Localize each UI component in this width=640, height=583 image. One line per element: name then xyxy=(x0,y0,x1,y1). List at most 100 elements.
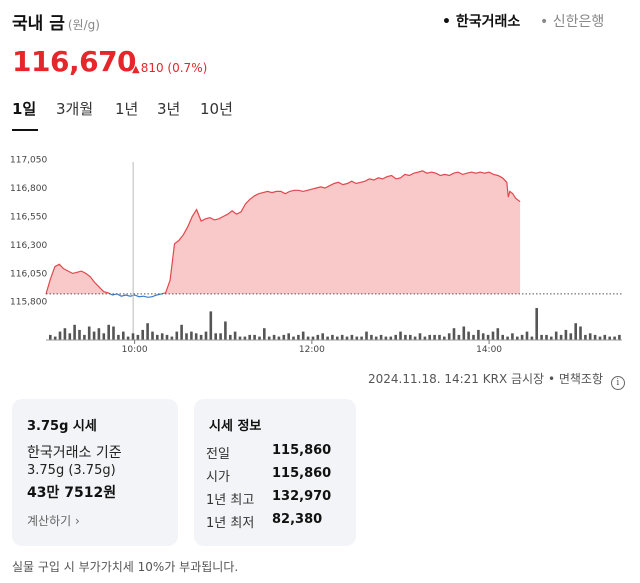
volume-bar xyxy=(554,331,558,340)
volume-bar xyxy=(306,336,310,340)
volume-bar xyxy=(141,329,144,340)
volume-bar xyxy=(340,334,344,340)
card-title: 3.75g 시세 xyxy=(27,419,97,434)
info-icon[interactable]: i xyxy=(610,376,625,390)
volume-bar xyxy=(423,336,427,340)
weight-price: 43만 7512원 xyxy=(27,485,117,501)
volume-bar xyxy=(467,331,470,340)
y-tick-label: 117,050 xyxy=(10,155,47,165)
volume-bar xyxy=(156,334,159,340)
volume-bar xyxy=(550,336,553,340)
volume-bar xyxy=(579,326,582,340)
volume-bar xyxy=(374,336,378,340)
volume-bar xyxy=(545,334,548,340)
volume-bar xyxy=(516,336,519,340)
volume-bar xyxy=(219,333,222,340)
volume-bar xyxy=(472,334,475,340)
volume-bar xyxy=(258,336,261,340)
volume-bar xyxy=(525,331,529,340)
price-info-card: 시세 정보 전일 115,860 시가 115,860 1년 최고 132,97… xyxy=(194,399,356,546)
info-value: 82,380 xyxy=(272,512,323,527)
page-title: 국내 금 (원/g) xyxy=(12,9,100,34)
y-tick-label: 116,050 xyxy=(10,269,47,279)
volume-bar xyxy=(433,334,436,340)
price-unit: (원/g) xyxy=(67,18,100,32)
volume-bar xyxy=(438,334,441,340)
source-tab-krx[interactable]: • 한국거래소 xyxy=(442,14,521,30)
volume-bar xyxy=(447,333,451,340)
volume-bar xyxy=(399,331,402,340)
source-tab-shinhan[interactable]: • 신한은행 xyxy=(540,14,605,30)
volume-bar xyxy=(102,333,106,340)
volume-bar xyxy=(404,334,407,340)
volume-bar xyxy=(277,336,281,340)
volume-bar xyxy=(170,336,174,340)
info-label: 전일 xyxy=(206,447,230,462)
volume-bar xyxy=(569,333,573,340)
price-change-value: 810 (0.7%) xyxy=(140,61,208,75)
volume-bar xyxy=(345,336,349,340)
price-area-fill xyxy=(46,170,521,294)
volume-bar xyxy=(214,333,217,340)
volume-bar xyxy=(204,331,208,340)
info-label: 1년 최고 xyxy=(206,493,255,508)
price-chart[interactable]: 117,050 116,800 116,550 116,300 116,050 115,8… xyxy=(0,150,640,360)
tab-1y[interactable]: 1년 xyxy=(115,100,139,118)
volume-bar xyxy=(117,334,120,340)
x-tick-label: 12:00 xyxy=(299,345,325,355)
vat-notice: 실물 구입 시 부가가치세 10%가 부과됩니다. xyxy=(12,560,239,574)
info-value: 115,860 xyxy=(272,443,332,458)
volume-bar xyxy=(496,328,500,340)
info-value: 132,970 xyxy=(272,489,332,504)
y-tick-label: 116,300 xyxy=(10,241,47,251)
volume-bar xyxy=(165,334,169,340)
info-label: 시가 xyxy=(206,470,230,485)
price-line-below xyxy=(45,293,164,298)
volume-bar xyxy=(360,336,363,340)
volume-bar xyxy=(68,333,72,340)
basis-label: 한국거래소 기준 xyxy=(27,445,122,461)
volume-bar xyxy=(112,326,115,340)
disclaimer-link[interactable]: • 면책조항 xyxy=(547,372,603,386)
tab-3m[interactable]: 3개월 xyxy=(56,100,94,118)
volume-bar xyxy=(540,334,543,340)
volume-bar xyxy=(243,336,247,340)
volume-bar xyxy=(481,333,485,340)
volume-bar xyxy=(389,336,393,340)
volume-bar xyxy=(506,336,509,340)
price-area xyxy=(45,170,521,298)
volume-bar xyxy=(593,334,597,340)
volume-bar xyxy=(63,328,67,340)
volume-bar xyxy=(131,333,135,340)
volume-bar xyxy=(608,336,611,340)
tab-1d[interactable]: 1일 xyxy=(12,100,37,118)
volume-bar xyxy=(350,334,354,340)
info-value: 115,860 xyxy=(272,466,332,481)
volume-bar xyxy=(49,334,52,340)
volume-bar xyxy=(136,334,140,340)
volume-bar xyxy=(564,329,568,340)
info-label: 1년 최저 xyxy=(206,516,255,531)
volume-bar xyxy=(598,336,602,340)
volume-bar xyxy=(58,331,62,340)
volume-bar xyxy=(326,336,329,340)
y-axis: 117,050 116,800 116,550 116,300 116,050 115,8… xyxy=(10,155,47,307)
tab-3y[interactable]: 3년 xyxy=(157,100,181,118)
volume-bar xyxy=(78,329,81,340)
volume-bar xyxy=(199,334,203,340)
volume-bar xyxy=(122,331,125,340)
volume-bar xyxy=(443,336,446,340)
volume-bar xyxy=(336,336,339,340)
volume-bar xyxy=(301,331,305,340)
tab-10y[interactable]: 10년 xyxy=(200,100,233,118)
weight-label: 3.75g (3.75g) xyxy=(27,463,116,478)
volume-bar xyxy=(292,336,295,340)
volume-bar xyxy=(53,336,57,340)
volume-bar xyxy=(384,336,388,340)
volume-bar xyxy=(83,334,86,340)
asset-name: 국내 금 xyxy=(12,14,65,34)
volume-bar xyxy=(520,334,524,340)
volume-bar xyxy=(618,334,621,340)
calculate-link[interactable]: 계산하기 › xyxy=(27,514,80,528)
volume-bar xyxy=(613,336,616,340)
